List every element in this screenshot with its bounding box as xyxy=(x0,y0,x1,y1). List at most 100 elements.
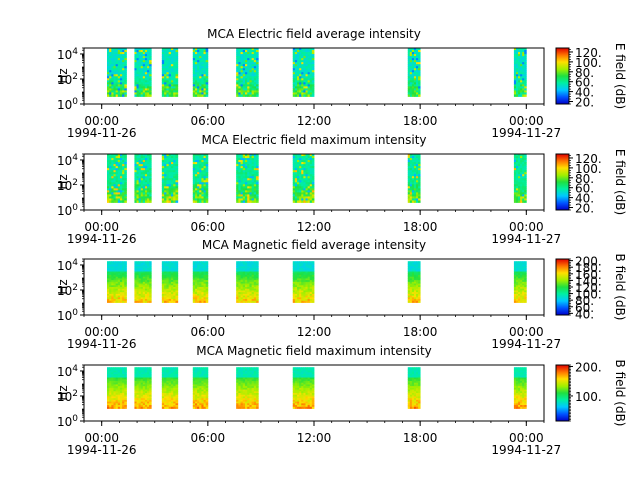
data-block xyxy=(192,48,209,97)
spectrogram xyxy=(107,261,527,303)
x-tick-label: 00:00 xyxy=(84,325,119,339)
panel-title: MCA Electric field average intensity xyxy=(207,27,421,41)
y-axis-label: Hz xyxy=(56,68,70,83)
data-block xyxy=(513,261,527,303)
y-axis-label: Hz xyxy=(56,385,70,400)
data-block xyxy=(107,261,127,303)
colorbar-tick-label: 60. xyxy=(575,301,594,315)
data-block xyxy=(107,367,127,409)
colorbar-tick-label: 80. xyxy=(575,172,594,186)
x-tick-label: 00:00 xyxy=(509,325,544,339)
colorbar-gradient xyxy=(555,47,570,105)
data-block xyxy=(134,367,152,409)
data-block xyxy=(192,367,209,409)
data-block xyxy=(292,367,315,409)
data-block xyxy=(407,261,421,303)
x-date-label: 1994-11-27 xyxy=(491,126,561,140)
data-block xyxy=(513,48,527,97)
y-tick-label: 100 xyxy=(57,414,78,429)
x-date-label: 1994-11-26 xyxy=(67,126,137,140)
x-tick-label: 00:00 xyxy=(84,220,119,234)
data-block xyxy=(161,261,179,303)
spectrogram xyxy=(107,154,527,203)
colorbar-gradient xyxy=(555,153,570,211)
colorbar-tick-label: 100. xyxy=(575,390,602,404)
data-block xyxy=(513,154,527,203)
colorbar-tick-label: 100. xyxy=(575,56,602,70)
x-date-label: 1994-11-27 xyxy=(491,443,561,457)
colorbar-tick-label: 40. xyxy=(575,192,594,206)
colorbar-label: E field (dB) xyxy=(613,149,627,215)
x-tick-label: 00:00 xyxy=(509,114,544,128)
panel-1: MCA Electric field average intensity 100 1… xyxy=(56,27,627,140)
colorbar-tick-label: 20. xyxy=(575,202,594,216)
x-date-label: 1994-11-27 xyxy=(491,337,561,351)
colorbar-tick-label: 40. xyxy=(575,86,594,100)
data-block xyxy=(236,48,259,97)
colorbar-gradient xyxy=(555,258,570,316)
colorbar-tick-label: 80. xyxy=(575,294,594,308)
data-block xyxy=(407,367,421,409)
colorbar: 100. 200. B field (dB) xyxy=(555,360,627,427)
data-block xyxy=(107,154,127,203)
spectrogram xyxy=(107,48,527,97)
x-date-label: 1994-11-26 xyxy=(67,337,137,351)
x-date-label: 1994-11-27 xyxy=(491,232,561,246)
y-tick-label: 100 xyxy=(57,203,78,218)
y-axis-label: Hz xyxy=(56,279,70,294)
panel-title: MCA Magnetic field average intensity xyxy=(202,238,426,252)
data-block xyxy=(292,48,315,97)
x-tick-label: 06:00 xyxy=(191,431,226,445)
colorbar-label: B field (dB) xyxy=(613,254,627,321)
data-block xyxy=(292,154,315,203)
colorbar-tick-label: 200. xyxy=(575,360,602,374)
data-block xyxy=(407,154,421,203)
x-date-label: 1994-11-26 xyxy=(67,232,137,246)
x-tick-label: 00:00 xyxy=(509,431,544,445)
x-tick-label: 12:00 xyxy=(297,325,332,339)
y-tick-label: 100 xyxy=(57,308,78,323)
colorbar-tick-label: 140. xyxy=(575,274,602,288)
panel-4: MCA Magnetic field maximum intensity 100 1… xyxy=(56,344,627,457)
data-block xyxy=(236,154,259,203)
data-block xyxy=(134,48,152,97)
y-axis-label: Hz xyxy=(56,174,70,189)
x-tick-label: 18:00 xyxy=(403,114,438,128)
colorbar-tick-label: 120. xyxy=(575,46,602,60)
data-block xyxy=(192,154,209,203)
y-tick-label: 104 xyxy=(57,47,78,62)
colorbar-tick-label: 120. xyxy=(575,281,602,295)
y-tick-label: 102 xyxy=(57,389,78,404)
x-tick-label: 00:00 xyxy=(509,220,544,234)
x-tick-label: 18:00 xyxy=(403,431,438,445)
x-tick-label: 18:00 xyxy=(403,220,438,234)
colorbar-tick-label: 100. xyxy=(575,288,602,302)
panel-2: MCA Electric field maximum intensity 100 1… xyxy=(56,133,627,246)
colorbar-tick-label: 180. xyxy=(575,261,602,275)
x-tick-label: 12:00 xyxy=(297,431,332,445)
panel-title: MCA Magnetic field maximum intensity xyxy=(196,344,432,358)
data-block xyxy=(134,154,152,203)
x-tick-label: 06:00 xyxy=(191,220,226,234)
colorbar-gradient xyxy=(555,364,570,422)
colorbar-tick-label: 60. xyxy=(575,76,594,90)
colorbar-label: E field (dB) xyxy=(613,43,627,109)
x-tick-label: 00:00 xyxy=(84,431,119,445)
x-tick-label: 18:00 xyxy=(403,325,438,339)
y-tick-label: 102 xyxy=(57,178,78,193)
spectrogram xyxy=(107,367,527,409)
colorbar: 40.60.80.100.120.140.160.180.200. B field… xyxy=(555,254,627,321)
y-tick-label: 104 xyxy=(57,364,78,379)
colorbar-tick-label: 200. xyxy=(575,255,602,269)
panel-3: MCA Magnetic field average intensity 100 1… xyxy=(56,238,627,351)
colorbar-label: B field (dB) xyxy=(613,360,627,427)
colorbar-tick-label: 20. xyxy=(575,96,594,110)
data-block xyxy=(134,261,152,303)
colorbar-tick-label: 100. xyxy=(575,162,602,176)
colorbar-tick-label: 120. xyxy=(575,152,602,166)
data-block xyxy=(407,48,421,97)
x-tick-label: 12:00 xyxy=(297,220,332,234)
y-tick-label: 104 xyxy=(57,153,78,168)
y-tick-label: 102 xyxy=(57,283,78,298)
